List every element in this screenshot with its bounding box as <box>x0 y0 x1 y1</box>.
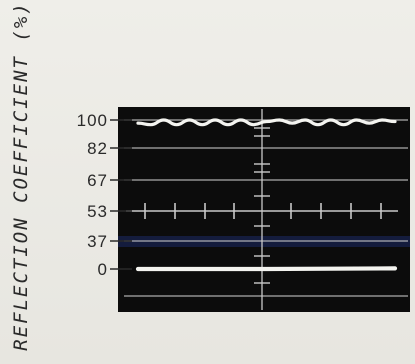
trace-lower <box>135 266 398 272</box>
trace-lines <box>135 118 398 272</box>
y-tick-label: 53 <box>87 202 108 221</box>
y-tick-label: 0 <box>98 260 108 279</box>
y-tick-label: 82 <box>87 139 108 158</box>
y-axis-title-group: REFLECTION COEFFICIENT (%) <box>10 1 32 350</box>
y-axis-title: REFLECTION COEFFICIENT (%) <box>10 1 32 350</box>
y-tick-marks <box>126 127 398 284</box>
y-tick-label: 37 <box>87 232 108 251</box>
y-tick-label: 100 <box>77 111 108 130</box>
y-tick-label: 67 <box>87 171 108 190</box>
trace-upper <box>136 118 397 127</box>
y-tick-labels: 100 82 67 53 37 0 <box>77 111 132 279</box>
scope-screen <box>118 107 410 312</box>
